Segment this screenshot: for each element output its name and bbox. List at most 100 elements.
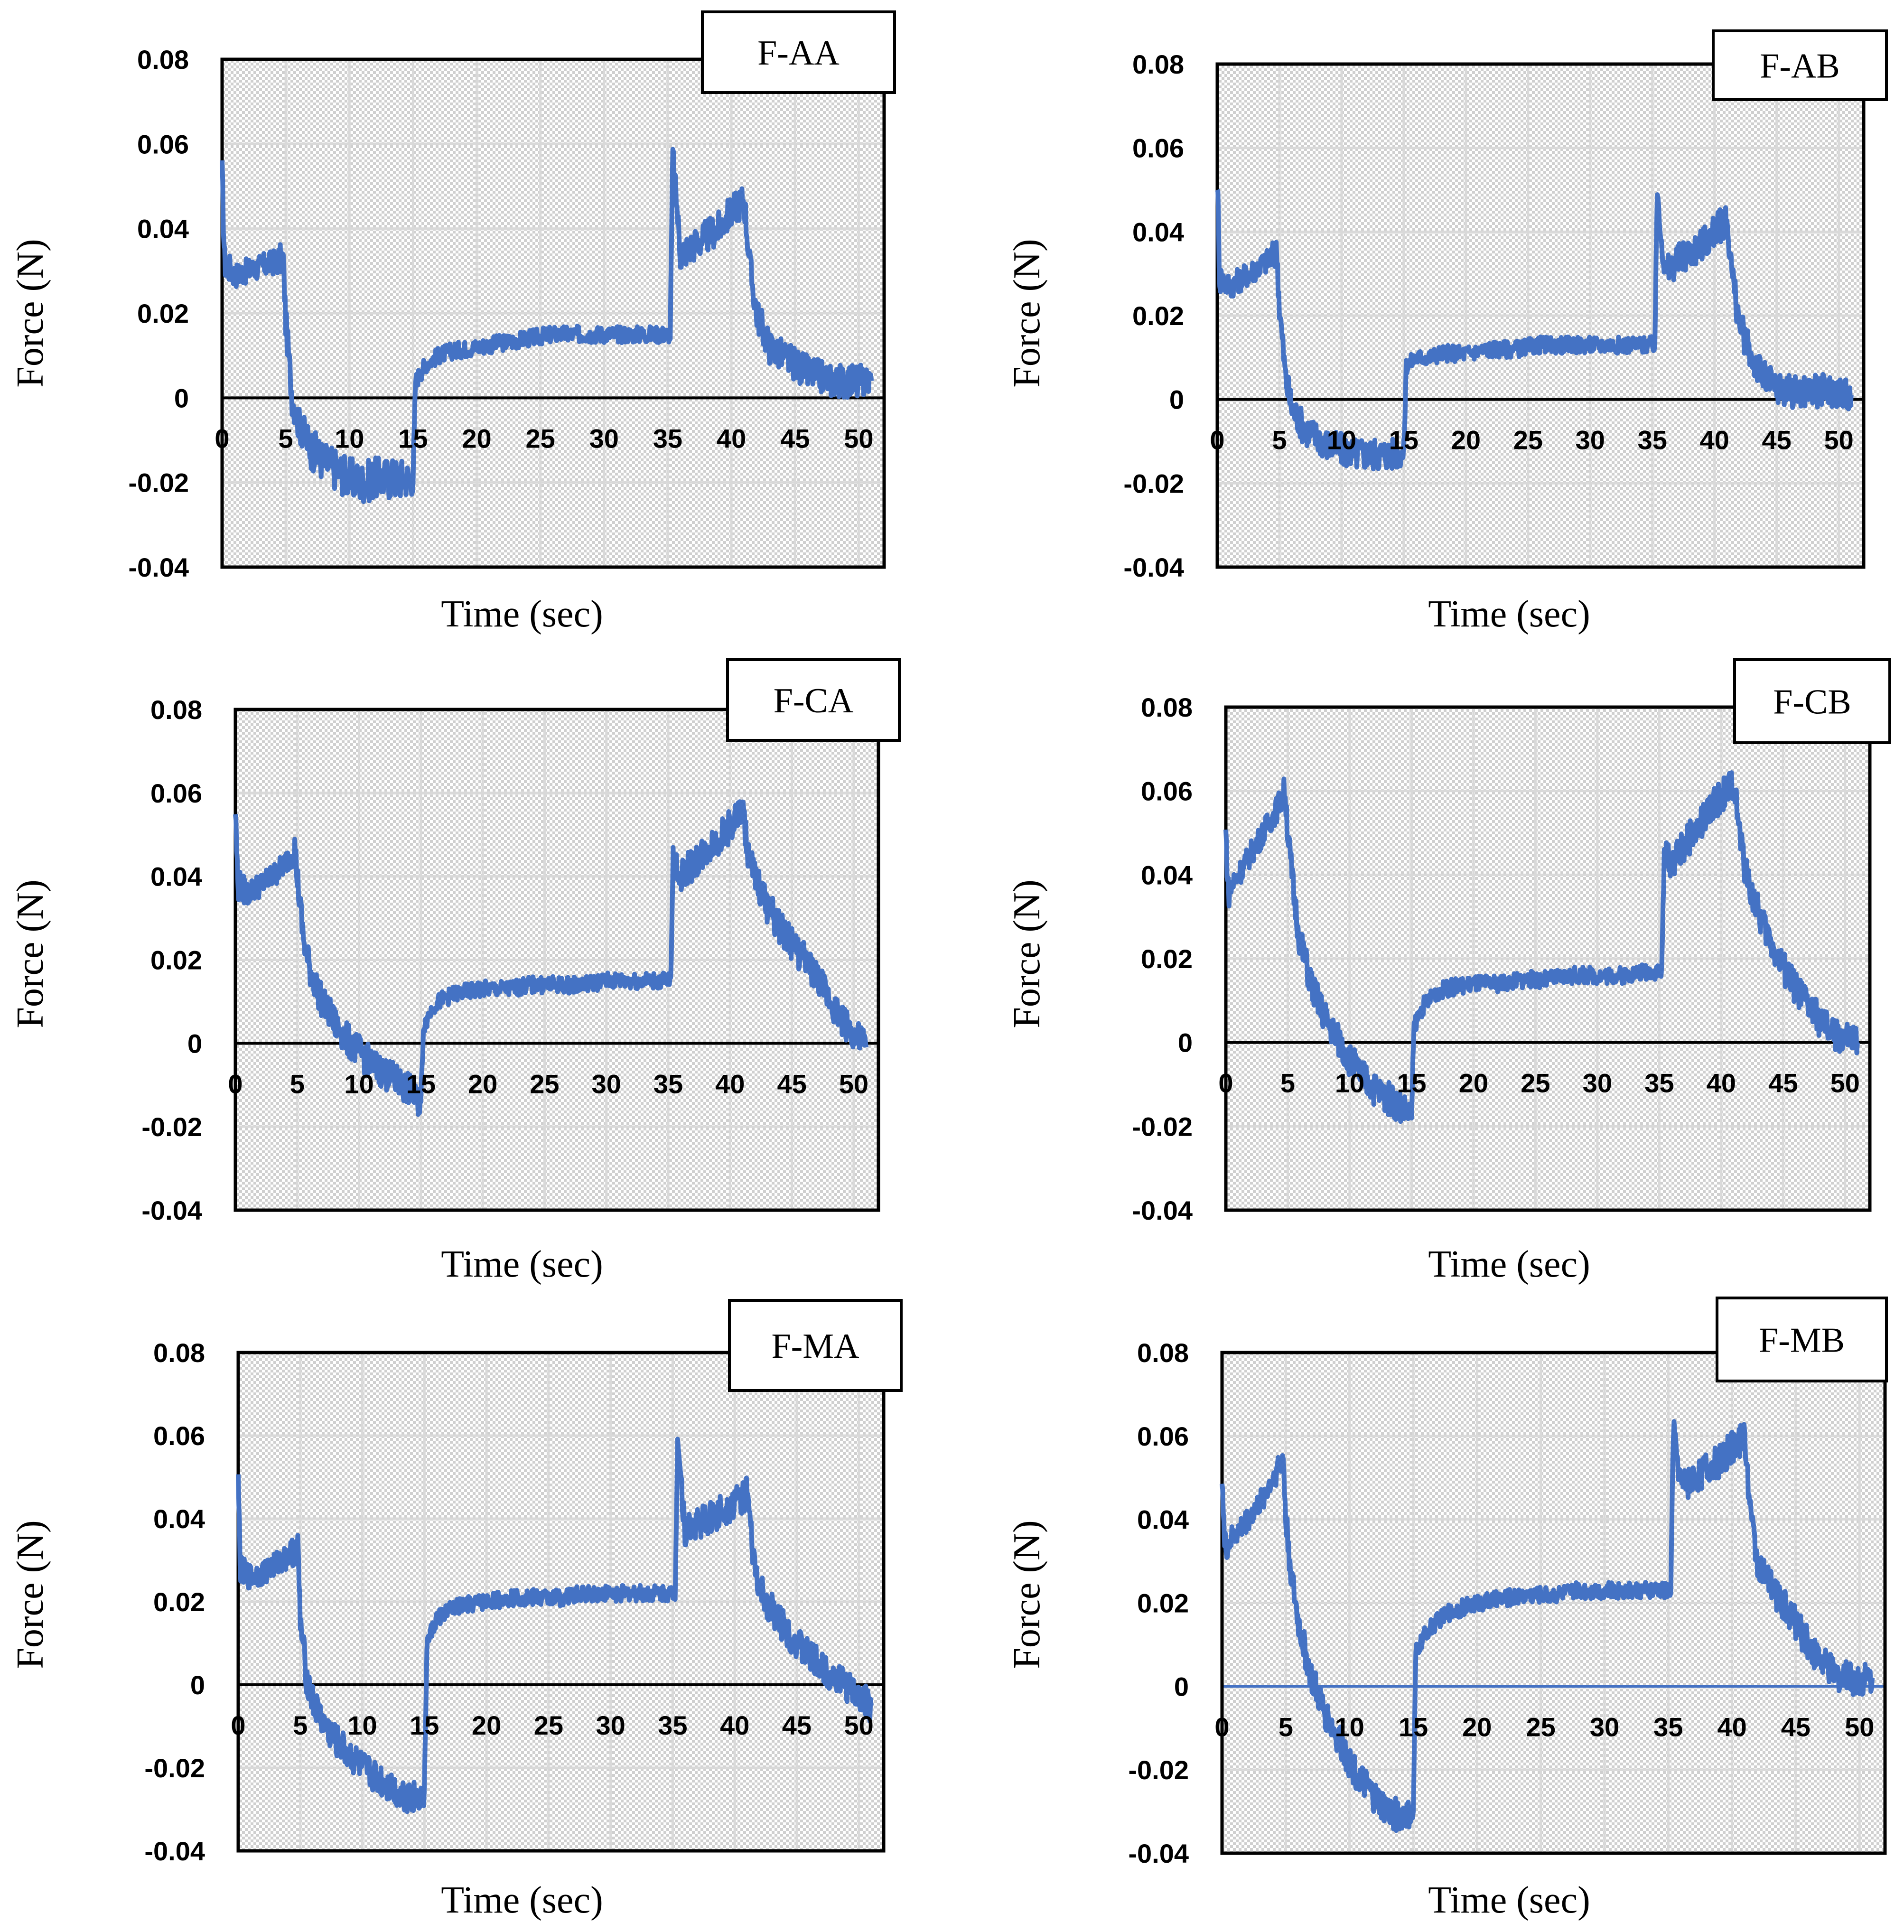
x-tick-label: 10 <box>347 1710 377 1740</box>
force-series-line <box>220 147 874 504</box>
x-tick-label: 50 <box>839 1069 868 1099</box>
y-tick-label: 0.08 <box>1137 1338 1189 1368</box>
y-tick-label: 0.04 <box>153 1504 205 1534</box>
y-tick-label: 0.02 <box>153 1587 205 1617</box>
y-tick-label: 0.04 <box>1137 1505 1189 1535</box>
panel-title: F-MA <box>771 1327 859 1366</box>
x-tick-label: 20 <box>1451 425 1481 455</box>
x-tick-label: 50 <box>844 423 873 453</box>
y-tick-label: 0 <box>1174 1671 1189 1701</box>
x-tick-label: 30 <box>596 1710 625 1740</box>
x-tick-label: 0 <box>228 1069 243 1099</box>
x-tick-label: 15 <box>1389 425 1419 455</box>
x-tick-label: 30 <box>592 1069 621 1099</box>
y-tick-label: 0.08 <box>150 695 202 725</box>
y-tick-label: -0.04 <box>144 1836 205 1866</box>
y-tick-label: 0.02 <box>150 945 202 975</box>
y-tick-label: -0.02 <box>1132 1111 1193 1141</box>
x-tick-label: 40 <box>1707 1068 1736 1098</box>
x-tick-label: 15 <box>1399 1712 1428 1742</box>
x-tick-label: 35 <box>1638 425 1667 455</box>
x-tick-label: 15 <box>1397 1068 1426 1098</box>
x-tick-label: 45 <box>1768 1068 1798 1098</box>
y-tick-label: 0.08 <box>1132 49 1184 79</box>
x-tick-label: 40 <box>1700 425 1729 455</box>
y-axis-title: Force (N) <box>1006 1520 1048 1669</box>
x-axis-title: Time (sec) <box>441 1243 603 1285</box>
x-tick-label: 35 <box>653 423 682 453</box>
x-axis-title: Time (sec) <box>441 593 603 635</box>
chart-panel-f-ca: -0.04 -0.02 0 0.02 0.04 0.06 0.08 0 5 10 15 20 25 30 3… <box>9 658 901 1285</box>
y-tick-label: 0.06 <box>153 1421 205 1451</box>
x-axis-title: Time (sec) <box>1428 593 1590 635</box>
force-series-line <box>1215 189 1854 472</box>
force-series-line <box>1223 770 1860 1124</box>
y-tick-label: 0 <box>1178 1028 1193 1058</box>
x-tick-label: 5 <box>279 423 293 453</box>
x-tick-label: 25 <box>1526 1712 1555 1742</box>
x-tick-label: 0 <box>1210 425 1224 455</box>
x-tick-label: 20 <box>1462 1712 1492 1742</box>
x-tick-label: 10 <box>1335 1712 1364 1742</box>
panel-label-box <box>726 658 901 742</box>
x-tick-label: 30 <box>1583 1068 1612 1098</box>
chart-panel-f-ab: -0.04 -0.02 0 0.02 0.04 0.06 0.08 0 5 10 15 20 25 30 3… <box>1006 29 1888 635</box>
x-tick-label: 10 <box>1335 1068 1364 1098</box>
x-axis-title: Time (sec) <box>1428 1243 1590 1285</box>
chart-panel-f-ma: -0.04 -0.02 0 0.02 0.04 0.06 0.08 0 5 10 15 20 25 30 3… <box>9 1299 903 1921</box>
x-tick-label: 25 <box>534 1710 563 1740</box>
x-tick-label: 50 <box>1845 1712 1874 1742</box>
x-tick-label: 25 <box>526 423 555 453</box>
y-tick-label: 0.08 <box>137 45 189 75</box>
y-tick-label: -0.04 <box>141 1195 202 1225</box>
x-tick-label: 30 <box>1576 425 1605 455</box>
y-tick-label: -0.04 <box>1132 1195 1193 1225</box>
chart-panel-f-aa: -0.04 -0.02 0 0.02 0.04 0.06 0.08 0 5 10 15 20 25 30 3… <box>9 10 896 635</box>
y-tick-label: 0.02 <box>1137 1588 1189 1618</box>
y-tick-label: -0.02 <box>144 1753 205 1783</box>
y-tick-label: 0 <box>190 1670 205 1700</box>
x-tick-label: 0 <box>215 423 229 453</box>
x-tick-label: 50 <box>1824 425 1853 455</box>
y-tick-label: -0.02 <box>1128 1755 1189 1785</box>
plot-frame <box>1220 1351 1887 1855</box>
x-tick-label: 10 <box>1327 425 1356 455</box>
y-tick-label: 0.02 <box>1132 301 1184 331</box>
x-tick-label: 15 <box>398 423 428 453</box>
x-tick-label: 40 <box>717 423 746 453</box>
x-tick-label: 15 <box>410 1710 439 1740</box>
force-series-line <box>236 1437 874 1814</box>
y-tick-label: 0 <box>1169 385 1184 415</box>
force-series-line <box>1220 1419 1875 1833</box>
y-tick-label: -0.04 <box>1123 552 1184 582</box>
x-axis-title: Time (sec) <box>1428 1879 1590 1921</box>
y-tick-label: 0 <box>174 383 189 413</box>
x-tick-label: 45 <box>1762 425 1792 455</box>
x-tick-label: 25 <box>530 1069 559 1099</box>
x-tick-label: 35 <box>1653 1712 1683 1742</box>
y-axis-title: Force (N) <box>9 239 51 387</box>
x-tick-label: 5 <box>1280 1068 1295 1098</box>
y-tick-label: 0.04 <box>1141 860 1193 890</box>
panel-title: F-MB <box>1759 1321 1845 1360</box>
panel-title: F-AA <box>757 34 840 73</box>
x-tick-label: 25 <box>1513 425 1543 455</box>
panel-label-box <box>701 10 896 94</box>
y-tick-label: 0.06 <box>1132 133 1184 163</box>
x-tick-label: 45 <box>1781 1712 1811 1742</box>
x-tick-label: 35 <box>653 1069 683 1099</box>
y-axis-title: Force (N) <box>9 1520 51 1669</box>
panel-label-box <box>1716 1297 1888 1382</box>
y-tick-label: 0.04 <box>1132 217 1184 247</box>
y-tick-label: -0.04 <box>128 552 189 582</box>
x-tick-label: 10 <box>344 1069 373 1099</box>
x-tick-label: 40 <box>715 1069 745 1099</box>
y-tick-label: 0.02 <box>137 299 189 328</box>
x-tick-label: 5 <box>290 1069 305 1099</box>
force-series-line <box>233 799 868 1117</box>
x-tick-label: 45 <box>777 1069 806 1099</box>
y-tick-label: 0.06 <box>137 129 189 159</box>
y-tick-label: 0.06 <box>150 778 202 808</box>
y-tick-label: 0 <box>187 1028 202 1058</box>
x-tick-label: 0 <box>1214 1712 1229 1742</box>
